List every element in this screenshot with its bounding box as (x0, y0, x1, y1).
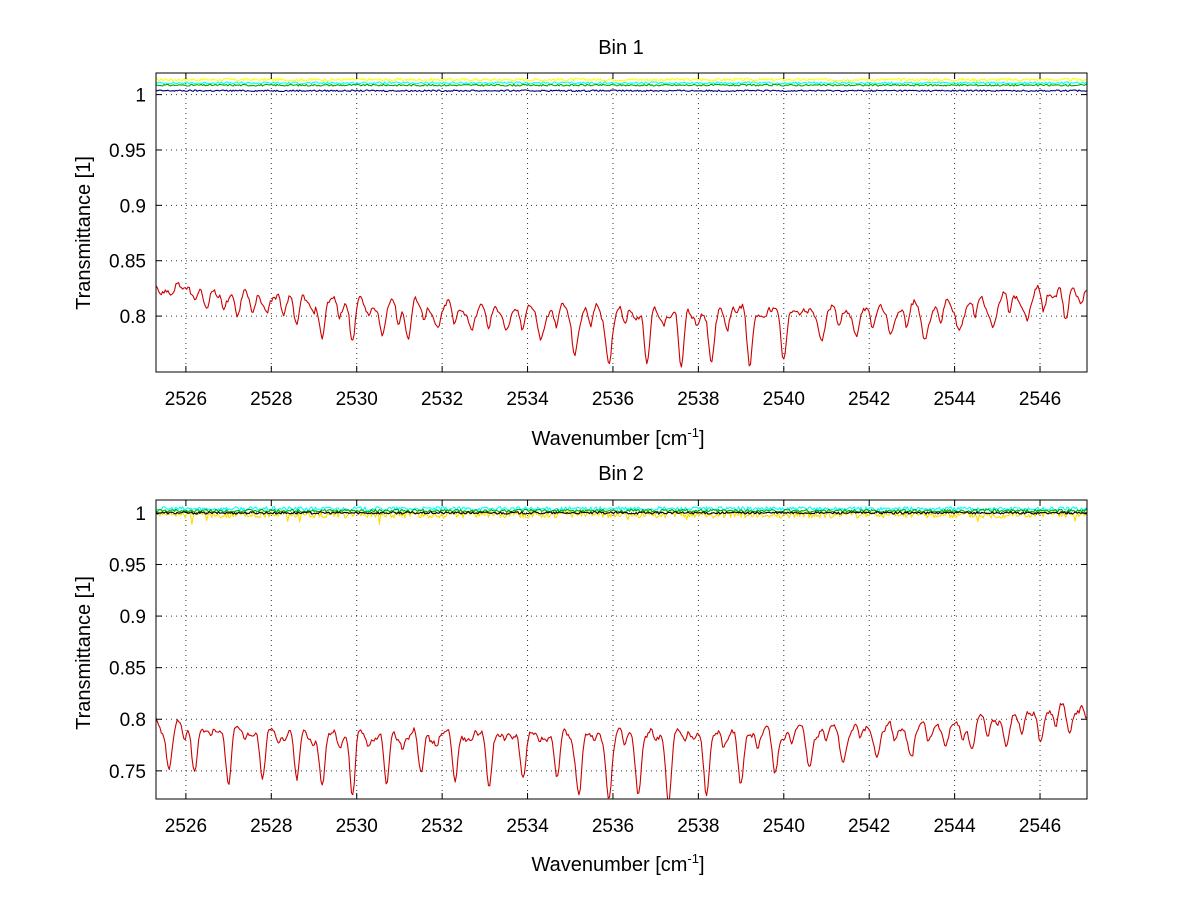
x-tick-label: 2538 (677, 389, 719, 410)
x-axis-label: Wavenumber [cm-1] (531, 425, 704, 450)
y-tick-label: 1 (135, 504, 146, 525)
y-axis-label: Transmittance [1] (73, 576, 95, 730)
x-tick-label: 2532 (421, 389, 463, 410)
x-tick-label: 2526 (165, 816, 207, 837)
y-tick-label: 0.9 (120, 607, 146, 628)
y-tick-label: 0.8 (120, 307, 146, 328)
subplot-title: Bin 1 (598, 37, 644, 59)
x-tick-label: 2540 (763, 816, 805, 837)
x-tick-label: 2530 (336, 389, 378, 410)
x-tick-label: 2540 (763, 389, 805, 410)
series-line (156, 83, 1087, 87)
series-line (156, 510, 1087, 525)
series-line (156, 282, 1087, 368)
series-group (156, 77, 1087, 368)
y-tick-labels: 0.75 0.8 0.85 0.9 0.95 1 (109, 504, 146, 783)
x-axis-label: Wavenumber [cm-1] (531, 851, 704, 876)
series-line (156, 508, 1087, 513)
series-line (156, 77, 1087, 82)
subplot-title: Bin 2 (598, 463, 644, 485)
x-tick-label: 2544 (933, 389, 976, 410)
x-tick-label: 2530 (336, 816, 378, 837)
x-tick-label: 2544 (933, 816, 976, 837)
x-tick-label: 2536 (592, 389, 634, 410)
x-tick-label: 2528 (250, 816, 292, 837)
axes-box (155, 72, 1088, 373)
y-tick-label: 0.95 (109, 555, 146, 576)
y-tick-label: 0.8 (120, 710, 146, 731)
y-tick-label: 0.85 (109, 659, 146, 680)
x-tick-label: 2526 (165, 389, 207, 410)
x-tick-labels: 2526 2528 2530 2532 2534 2536 2538 2540 2542 2544… (165, 389, 1061, 410)
grid-lines (156, 500, 1087, 799)
series-line (156, 89, 1087, 93)
series-line (156, 81, 1087, 85)
series-line (156, 511, 1087, 515)
x-tick-label: 2546 (1019, 389, 1061, 410)
grid-lines (156, 73, 1087, 372)
x-tick-label: 2528 (250, 389, 292, 410)
axes-box (155, 499, 1088, 800)
x-tick-label: 2542 (848, 816, 890, 837)
y-tick-label: 0.95 (109, 141, 146, 162)
subplot-bin-2: Bin 2 2526 2528 2530 2532 2534 2536 2538 2540 25… (73, 463, 1088, 876)
tick-marks (156, 500, 1087, 799)
series-group (156, 506, 1087, 799)
y-axis-label: Transmittance [1] (73, 156, 95, 310)
series-line (156, 702, 1087, 799)
y-tick-label: 0.85 (109, 252, 146, 273)
x-tick-label: 2534 (506, 816, 549, 837)
series-line (156, 506, 1087, 512)
x-tick-label: 2532 (421, 816, 463, 837)
x-tick-labels: 2526 2528 2530 2532 2534 2536 2538 2540 2542 2544… (165, 816, 1061, 837)
y-tick-label: 1 (135, 86, 146, 107)
x-tick-label: 2546 (1019, 816, 1061, 837)
subplot-bin-1: Bin 1 2526 2528 2530 2532 2534 2536 2538 2540 25… (73, 37, 1088, 450)
x-tick-label: 2538 (677, 816, 719, 837)
tick-marks (156, 73, 1087, 372)
x-tick-label: 2536 (592, 816, 634, 837)
y-tick-label: 0.75 (109, 762, 146, 783)
x-tick-label: 2542 (848, 389, 890, 410)
x-tick-label: 2534 (506, 389, 549, 410)
y-tick-labels: 0.8 0.85 0.9 0.95 1 (109, 86, 146, 328)
y-tick-label: 0.9 (120, 196, 146, 217)
